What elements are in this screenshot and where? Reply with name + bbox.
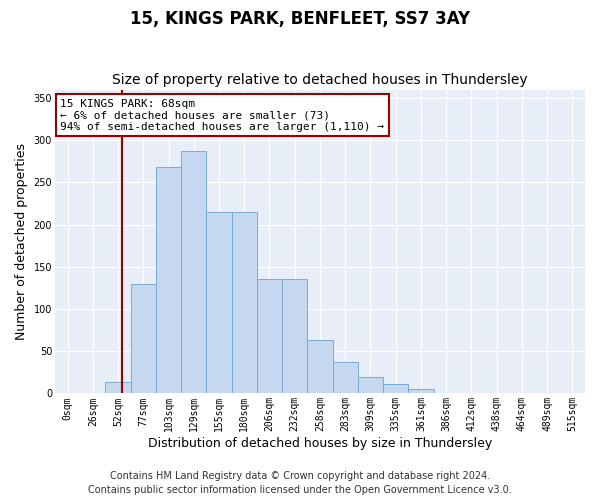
Bar xyxy=(156,167,181,394)
Bar xyxy=(332,362,358,394)
Bar xyxy=(181,151,206,394)
Y-axis label: Number of detached properties: Number of detached properties xyxy=(15,143,28,340)
Bar xyxy=(232,212,257,394)
Text: 15 KINGS PARK: 68sqm
← 6% of detached houses are smaller (73)
94% of semi-detach: 15 KINGS PARK: 68sqm ← 6% of detached ho… xyxy=(60,98,384,132)
Bar xyxy=(434,392,459,394)
X-axis label: Distribution of detached houses by size in Thundersley: Distribution of detached houses by size … xyxy=(148,437,492,450)
Bar xyxy=(131,284,156,394)
Title: Size of property relative to detached houses in Thundersley: Size of property relative to detached ho… xyxy=(112,73,528,87)
Bar xyxy=(383,384,409,394)
Bar xyxy=(282,280,307,394)
Bar xyxy=(358,376,383,394)
Bar xyxy=(307,340,332,394)
Bar xyxy=(206,212,232,394)
Text: Contains HM Land Registry data © Crown copyright and database right 2024.
Contai: Contains HM Land Registry data © Crown c… xyxy=(88,471,512,495)
Bar xyxy=(106,382,131,394)
Text: 15, KINGS PARK, BENFLEET, SS7 3AY: 15, KINGS PARK, BENFLEET, SS7 3AY xyxy=(130,10,470,28)
Bar xyxy=(409,389,434,394)
Bar xyxy=(257,280,282,394)
